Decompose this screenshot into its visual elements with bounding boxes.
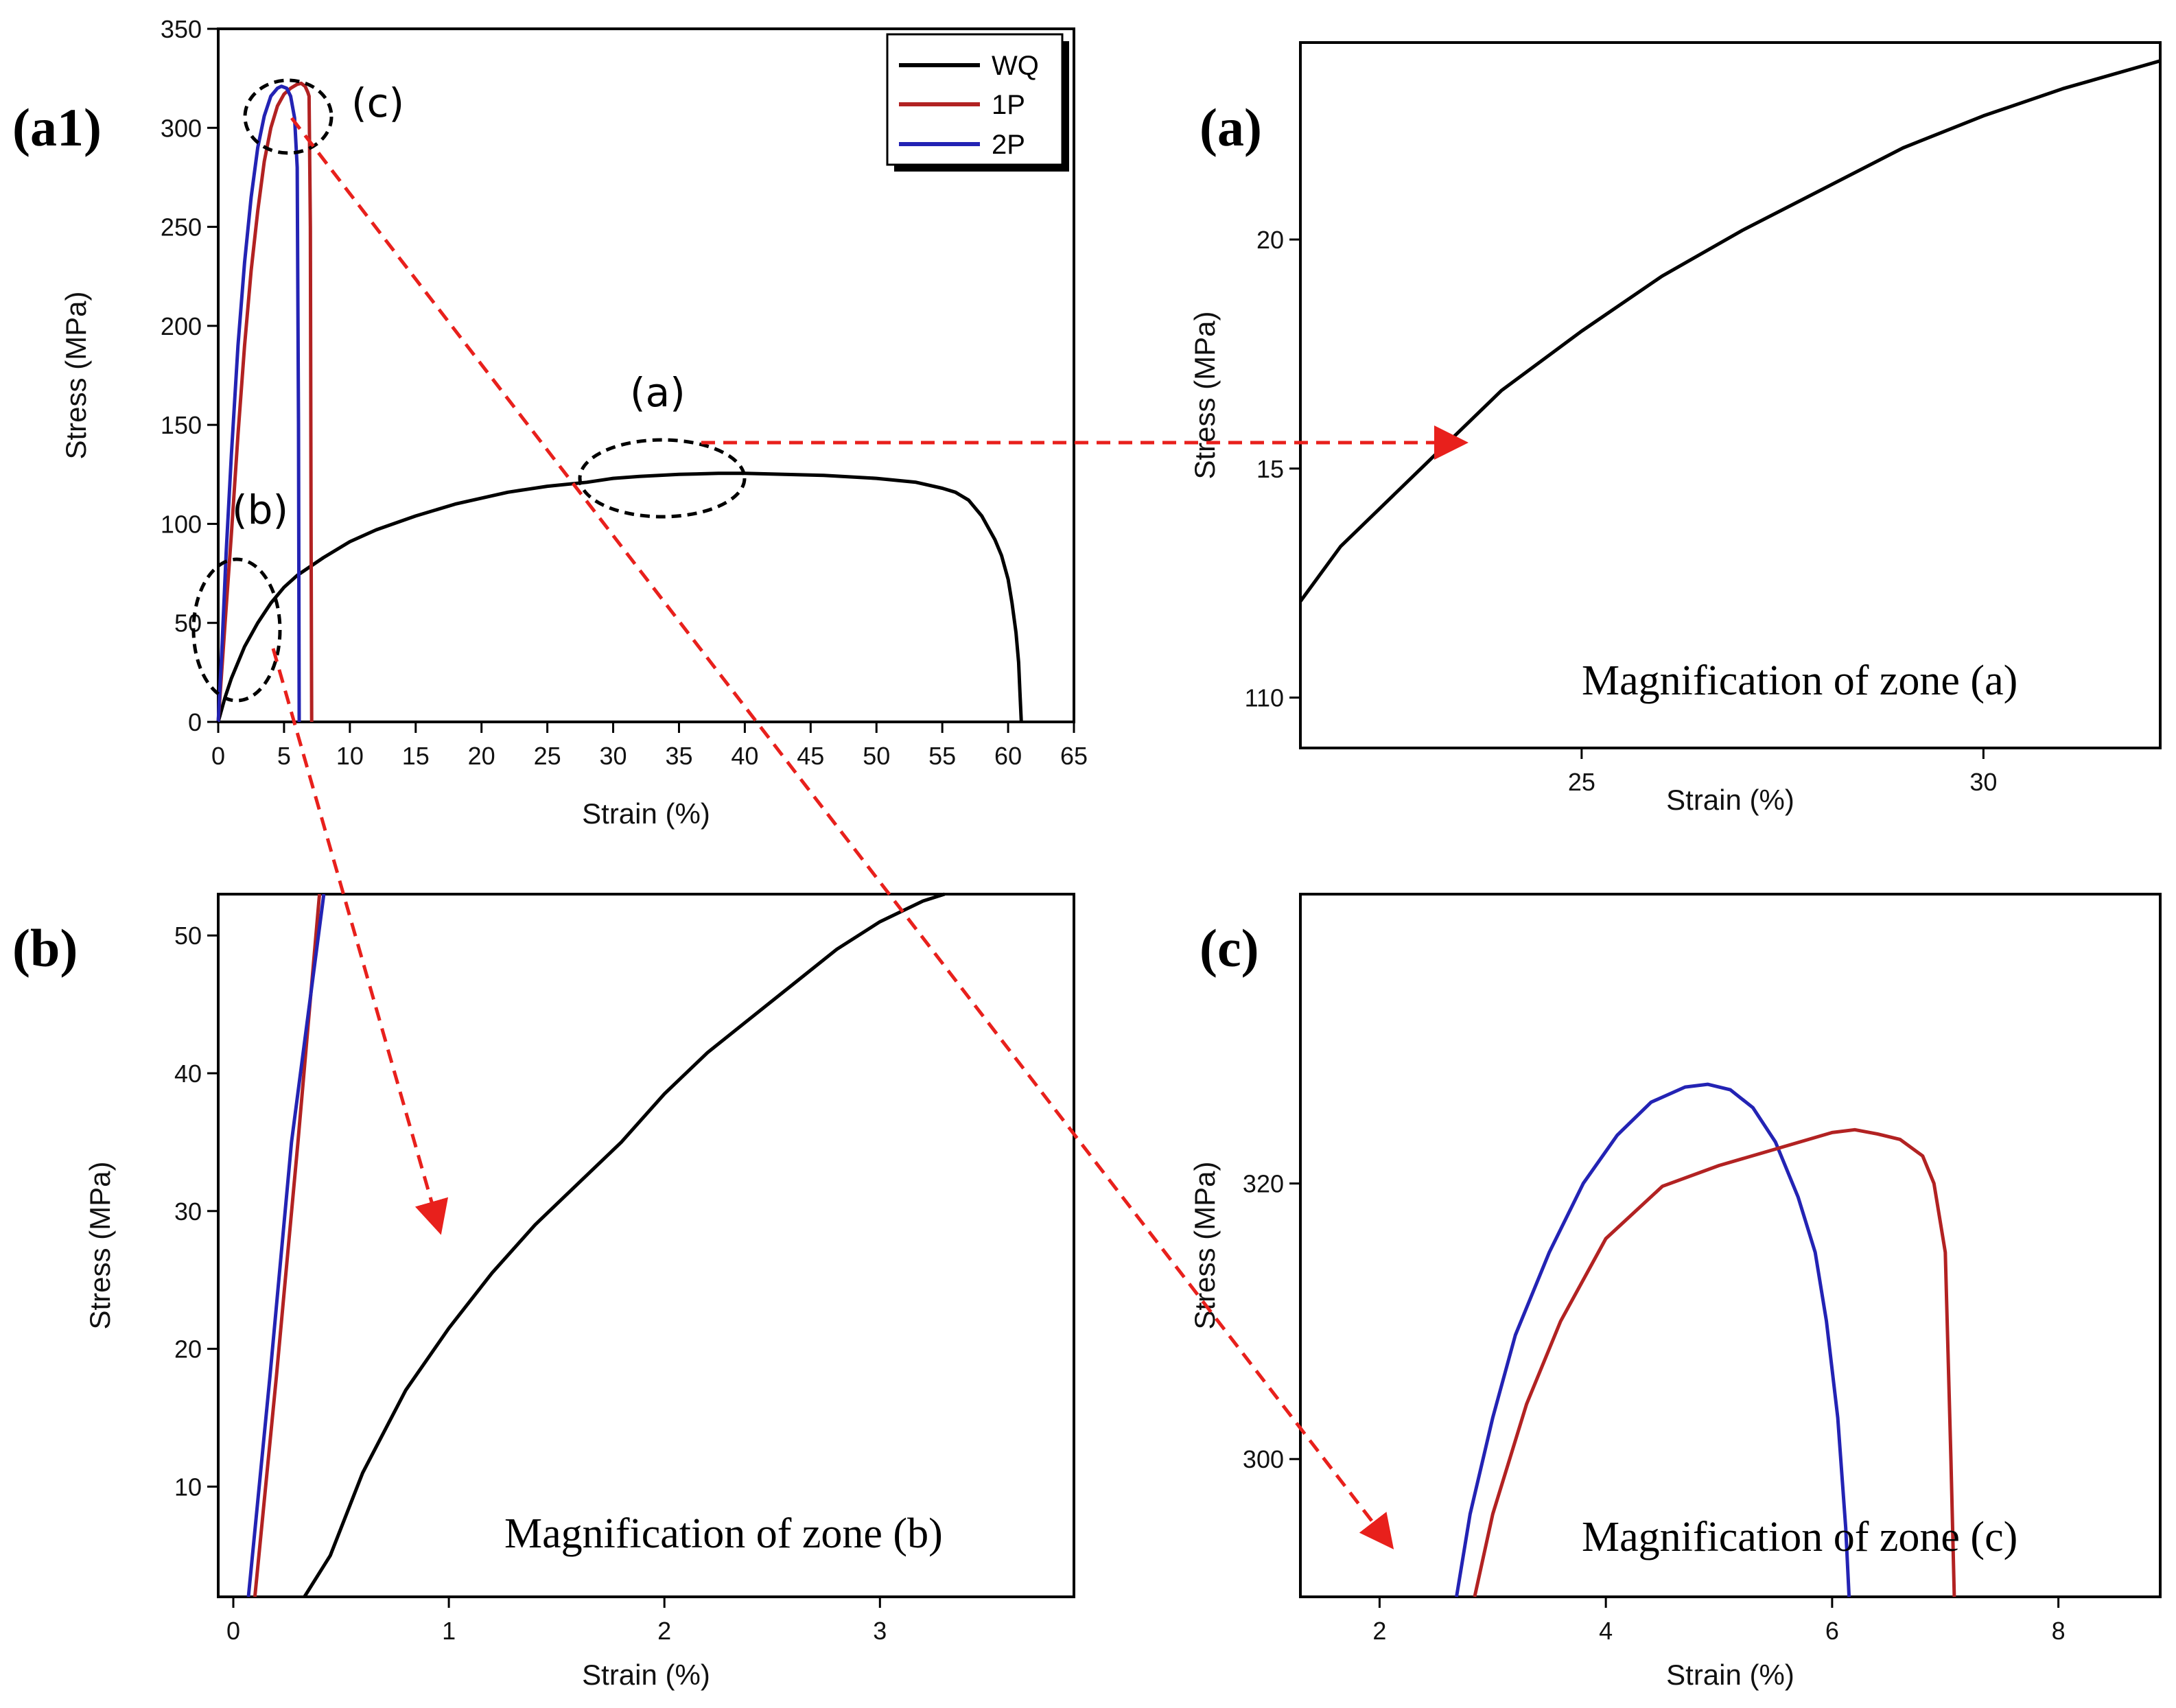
- x-tick-label-a1: 30: [600, 742, 627, 770]
- y-tick-label-a1: 100: [161, 510, 202, 538]
- x-tick-label-c: 4: [1599, 1617, 1613, 1645]
- y-tick-label-a1: 250: [161, 213, 202, 242]
- plot-frame-c: [1299, 893, 2162, 1598]
- x-tick-label-a1: 5: [277, 742, 291, 770]
- series-wq-a1: [216, 471, 1023, 723]
- y-tick-label-a: 20: [1256, 226, 1284, 254]
- panel-b: 0 1 2 3 10 20 30 40 50 Strain (%) Stress (MPa): [84, 892, 1075, 1691]
- x-tick-label-b: 3: [873, 1617, 887, 1645]
- legend-entry-1p: 1P: [992, 90, 1025, 120]
- legend-entry-wq: WQ: [992, 51, 1039, 81]
- panel-a1: 0 5 10 15 20 25 30 35 40 45 50 55 60 65 0 50 100 150 200 25…: [60, 15, 1088, 830]
- y-axis-label-a1: Stress (MPa): [60, 291, 92, 459]
- plot-frame-a: [1299, 41, 2162, 749]
- y-tick-label-b: 10: [174, 1473, 202, 1501]
- arrow-to-zone-b: [271, 648, 449, 1235]
- x-tick-label-a1: 45: [797, 742, 824, 770]
- x-tick-label-a: 25: [1568, 768, 1595, 796]
- series-1p-c: [1473, 1127, 1956, 1598]
- y-tick-label-a1: 300: [161, 114, 202, 142]
- y-tick-label-c: 320: [1243, 1170, 1284, 1198]
- series-2p-b: [246, 893, 326, 1598]
- zone-b-ellipse: [191, 557, 282, 703]
- panel-label-b: (b): [12, 918, 78, 978]
- x-axis-label-a1: Strain (%): [582, 797, 710, 830]
- caption-zone-b: Magnification of zone (b): [504, 1510, 943, 1557]
- x-tick-label-c: 2: [1372, 1617, 1386, 1645]
- x-tick-label-a1: 25: [534, 742, 561, 770]
- zone-a-ellipse: [578, 438, 747, 519]
- plot-frame-b: [217, 893, 1075, 1598]
- panel-label-c: (c): [1200, 918, 1259, 978]
- y-tick-label-a1: 350: [161, 15, 202, 43]
- x-tick-label-a1: 15: [402, 742, 430, 770]
- zone-label-b: (b): [232, 487, 288, 533]
- arrow-to-zone-c: [290, 117, 1394, 1549]
- x-tick-label-b: 1: [442, 1617, 456, 1645]
- legend: WQ 1P 2P: [886, 33, 1069, 172]
- x-tick-label-a1: 50: [863, 742, 890, 770]
- y-axis-label-a: Stress (MPa): [1189, 311, 1221, 479]
- y-tick-label-a: 110: [1245, 684, 1284, 712]
- series-wq-b: [303, 892, 946, 1598]
- series-1p-a1: [216, 81, 314, 723]
- y-tick-label-a1: 0: [188, 708, 202, 736]
- x-tick-label-c: 8: [2052, 1617, 2066, 1645]
- y-tick-label-a1: 150: [161, 411, 202, 439]
- y-tick-label-a: 15: [1256, 455, 1284, 483]
- caption-zone-c: Magnification of zone (c): [1582, 1514, 2017, 1560]
- x-tick-label-a1: 20: [468, 742, 495, 770]
- caption-zone-a: Magnification of zone (a): [1582, 657, 2017, 704]
- x-tick-label-a1: 0: [211, 742, 225, 770]
- zone-annotations: (c) (a) (b): [191, 78, 747, 703]
- connector-arrows: [271, 117, 1469, 1549]
- y-tick-label-b: 50: [174, 922, 202, 950]
- x-tick-label-a1: 65: [1060, 742, 1088, 770]
- y-tick-label-a1: 200: [161, 312, 202, 340]
- plot-frame-a1: [217, 27, 1075, 723]
- zone-label-a: (a): [630, 369, 686, 416]
- x-tick-label-c: 6: [1825, 1617, 1839, 1645]
- x-tick-label-a1: 35: [665, 742, 692, 770]
- x-tick-label-a1: 40: [731, 742, 758, 770]
- x-axis-label-a: Strain (%): [1666, 784, 1794, 816]
- series-2p-a1: [216, 84, 301, 723]
- zone-c-ellipse: [243, 78, 334, 155]
- legend-entry-2p: 2P: [992, 130, 1025, 160]
- x-tick-label-a1: 55: [928, 742, 956, 770]
- panel-a: 25 30 110 15 20 Strain (%) Stress (MPa): [1189, 41, 2162, 816]
- x-tick-label-a1: 10: [336, 742, 364, 770]
- series-2p-c: [1455, 1082, 1851, 1598]
- y-axis-label-b: Stress (MPa): [84, 1161, 116, 1329]
- y-tick-label-a1: 50: [174, 609, 202, 637]
- x-axis-label-b: Strain (%): [582, 1659, 710, 1691]
- y-tick-label-b: 20: [174, 1335, 202, 1364]
- series-wq-a: [1298, 59, 2161, 603]
- x-tick-label-a: 30: [1969, 768, 1997, 796]
- y-tick-label-b: 40: [174, 1060, 202, 1088]
- x-tick-label-b: 2: [657, 1617, 671, 1645]
- y-tick-label-c: 300: [1243, 1445, 1284, 1473]
- panel-label-a: (a): [1200, 97, 1262, 157]
- x-axis-label-c: Strain (%): [1666, 1659, 1794, 1691]
- x-tick-label-a1: 60: [994, 742, 1022, 770]
- y-tick-label-b: 30: [174, 1197, 202, 1226]
- zone-label-c: (c): [351, 80, 404, 126]
- x-tick-label-b: 0: [226, 1617, 240, 1645]
- panel-label-a1: (a1): [12, 97, 102, 157]
